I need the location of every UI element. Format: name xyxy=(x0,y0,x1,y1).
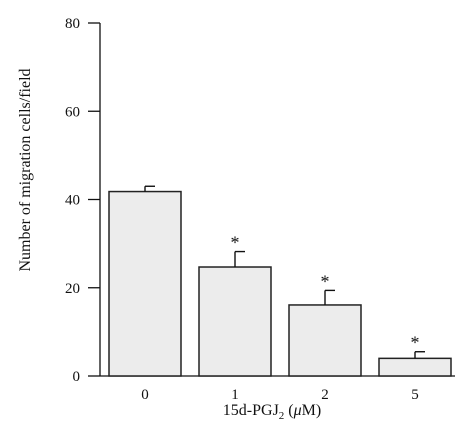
x-tick-label: 5 xyxy=(411,387,419,403)
labels: 0 20 40 60 80 0 1 * 2 * 5 * xyxy=(65,16,420,403)
y-tick-label: 40 xyxy=(65,193,80,209)
bars xyxy=(108,185,452,377)
y-axis-title: Number of migration cells/field xyxy=(17,68,34,271)
bar-5 xyxy=(378,357,452,377)
significance-marker: * xyxy=(231,233,240,253)
y-tick-label: 0 xyxy=(73,369,81,385)
significance-marker: * xyxy=(321,271,330,291)
x-tick-label: 1 xyxy=(231,387,239,403)
y-tick-label: 60 xyxy=(65,104,80,120)
x-tick-label: 2 xyxy=(321,387,329,403)
bar-2 xyxy=(288,304,362,377)
y-tick-label: 20 xyxy=(65,281,80,297)
bar-1 xyxy=(198,266,272,377)
x-tick-label: 0 xyxy=(141,387,149,403)
significance-marker: * xyxy=(411,333,420,353)
bar-0 xyxy=(108,190,182,377)
y-tick-label: 80 xyxy=(65,16,80,32)
x-axis-title: 15d-PGJ2 (μM) xyxy=(223,402,321,422)
